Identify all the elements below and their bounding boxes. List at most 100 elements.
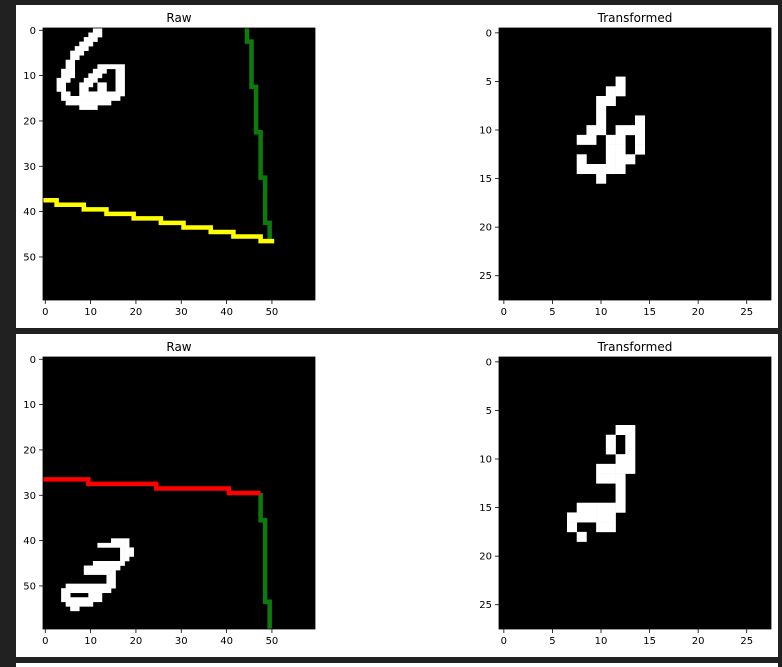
digit-pixel <box>625 425 636 436</box>
digit-pixel <box>120 86 125 92</box>
y-tick-label: 0 <box>486 28 492 39</box>
digit-pixel <box>120 91 125 97</box>
digit-pixel <box>65 583 71 589</box>
digit-pixel <box>111 542 116 548</box>
digit-pixel <box>88 597 94 603</box>
digit-pixel <box>97 86 103 92</box>
digit-pixel <box>106 579 112 584</box>
digit-pixel <box>65 597 71 603</box>
digit-pixel <box>615 425 626 436</box>
digit-pixel <box>596 105 607 116</box>
vertical-trace-line <box>258 493 272 629</box>
digit-pixel <box>615 463 626 474</box>
digit-pixel <box>605 502 616 513</box>
digit-pixel <box>83 77 89 83</box>
digit-pixel <box>101 561 107 566</box>
digit-pixel <box>596 512 607 523</box>
digit-pixel <box>70 68 76 74</box>
digit-pixel <box>605 522 616 533</box>
digit-pixel <box>83 597 89 603</box>
digit-pixel <box>605 434 616 445</box>
digit-pixel <box>124 556 130 562</box>
digit-pixel <box>88 91 94 97</box>
y-tick-label: 10 <box>479 455 492 466</box>
digit-pixel <box>106 64 112 70</box>
horizontal-trace-line <box>43 477 261 496</box>
digit-pixel <box>61 597 66 603</box>
digit-pixel <box>605 144 616 155</box>
digit-pixel <box>101 68 107 74</box>
digit-pixel <box>615 86 626 97</box>
raw-chart-2: 0 10 20 30 40 50 0 10 20 30 40 50 Raw <box>23 340 316 647</box>
digit-pixel <box>101 583 107 589</box>
digit-pixel <box>111 570 116 575</box>
digit-pixel <box>92 37 98 42</box>
digit-pixel <box>576 512 587 523</box>
digit-pixel <box>65 68 71 74</box>
digit-pixel <box>70 64 76 70</box>
digit-pixel <box>120 64 125 70</box>
digit-pixel <box>70 50 76 56</box>
digit-pixel <box>92 105 98 110</box>
x-tick-label: 10 <box>595 636 608 647</box>
digit-pixel <box>615 76 626 87</box>
x-tick-label: 20 <box>130 307 143 318</box>
digit-pixel <box>92 583 98 589</box>
digit-pixel <box>88 100 94 106</box>
x-tick-label: 40 <box>220 636 233 647</box>
digit-pixel <box>88 570 94 575</box>
raw-chart-1: 0 10 20 30 40 50 0 10 20 30 40 50 Raw <box>23 11 316 318</box>
digit-pixel <box>83 91 89 97</box>
transformed-chart-1: 0 5 10 15 20 25 0 5 10 15 20 25 Transformed <box>479 11 772 318</box>
digit-pixel <box>120 68 125 74</box>
digit-pixel <box>79 583 85 589</box>
digit-pixel <box>111 91 116 97</box>
x-tick-label: 15 <box>643 636 656 647</box>
digit-pixel <box>115 64 121 70</box>
digit-pixel <box>79 82 85 88</box>
digit-pixel <box>70 601 76 607</box>
digit-pixel <box>615 483 626 494</box>
digit-pixel <box>83 588 89 594</box>
digit-pixel <box>92 73 98 79</box>
digit-pixel <box>61 73 66 79</box>
digit-pixel <box>111 64 116 70</box>
digit-pixel <box>120 542 125 548</box>
digit-pixel <box>605 134 616 145</box>
digit-pixel <box>61 91 66 97</box>
digit-pixel <box>97 73 103 79</box>
digit-pixel <box>101 64 107 70</box>
digit-pixel <box>88 601 94 607</box>
digit-pixel <box>605 86 616 97</box>
digit-pixel <box>74 597 80 603</box>
digit-pixel <box>605 512 616 523</box>
digit-pixel <box>115 561 121 566</box>
digit-pixel <box>586 125 597 136</box>
transformed-chart-2: 0 5 10 15 20 25 0 5 10 15 20 25 Transformed <box>479 340 772 647</box>
digit-pixel <box>83 82 89 88</box>
figure-row-2: 0 10 20 30 40 50 0 10 20 30 40 50 Raw 0 5 10 15 20 25 0 5 10 1… <box>16 334 778 657</box>
digit-pixel <box>124 547 130 553</box>
digit-pixel <box>605 444 616 455</box>
digit-pixel <box>92 597 98 603</box>
digit-pixel <box>79 96 85 101</box>
digit-pixel <box>88 41 94 47</box>
digit-pixel <box>625 454 636 465</box>
digit-pixel <box>106 588 112 594</box>
x-tick-label: 10 <box>84 307 97 318</box>
digit-pixel <box>625 444 636 455</box>
digit-pixel <box>79 86 85 92</box>
digit-pixel <box>97 561 103 566</box>
digit-pixel <box>625 125 636 136</box>
digit-pixel <box>576 134 587 145</box>
digit-pixel <box>635 125 646 136</box>
digit-pixel <box>101 100 107 106</box>
digit-pixel <box>88 96 94 101</box>
digit-pixel <box>74 50 80 56</box>
digit-pixel <box>97 28 103 33</box>
x-tick-label: 50 <box>266 307 279 318</box>
digit-pixel <box>56 82 62 88</box>
y-tick-label: 20 <box>479 223 492 234</box>
y-tick-label: 0 <box>30 26 36 37</box>
digit-pixel <box>615 164 626 175</box>
